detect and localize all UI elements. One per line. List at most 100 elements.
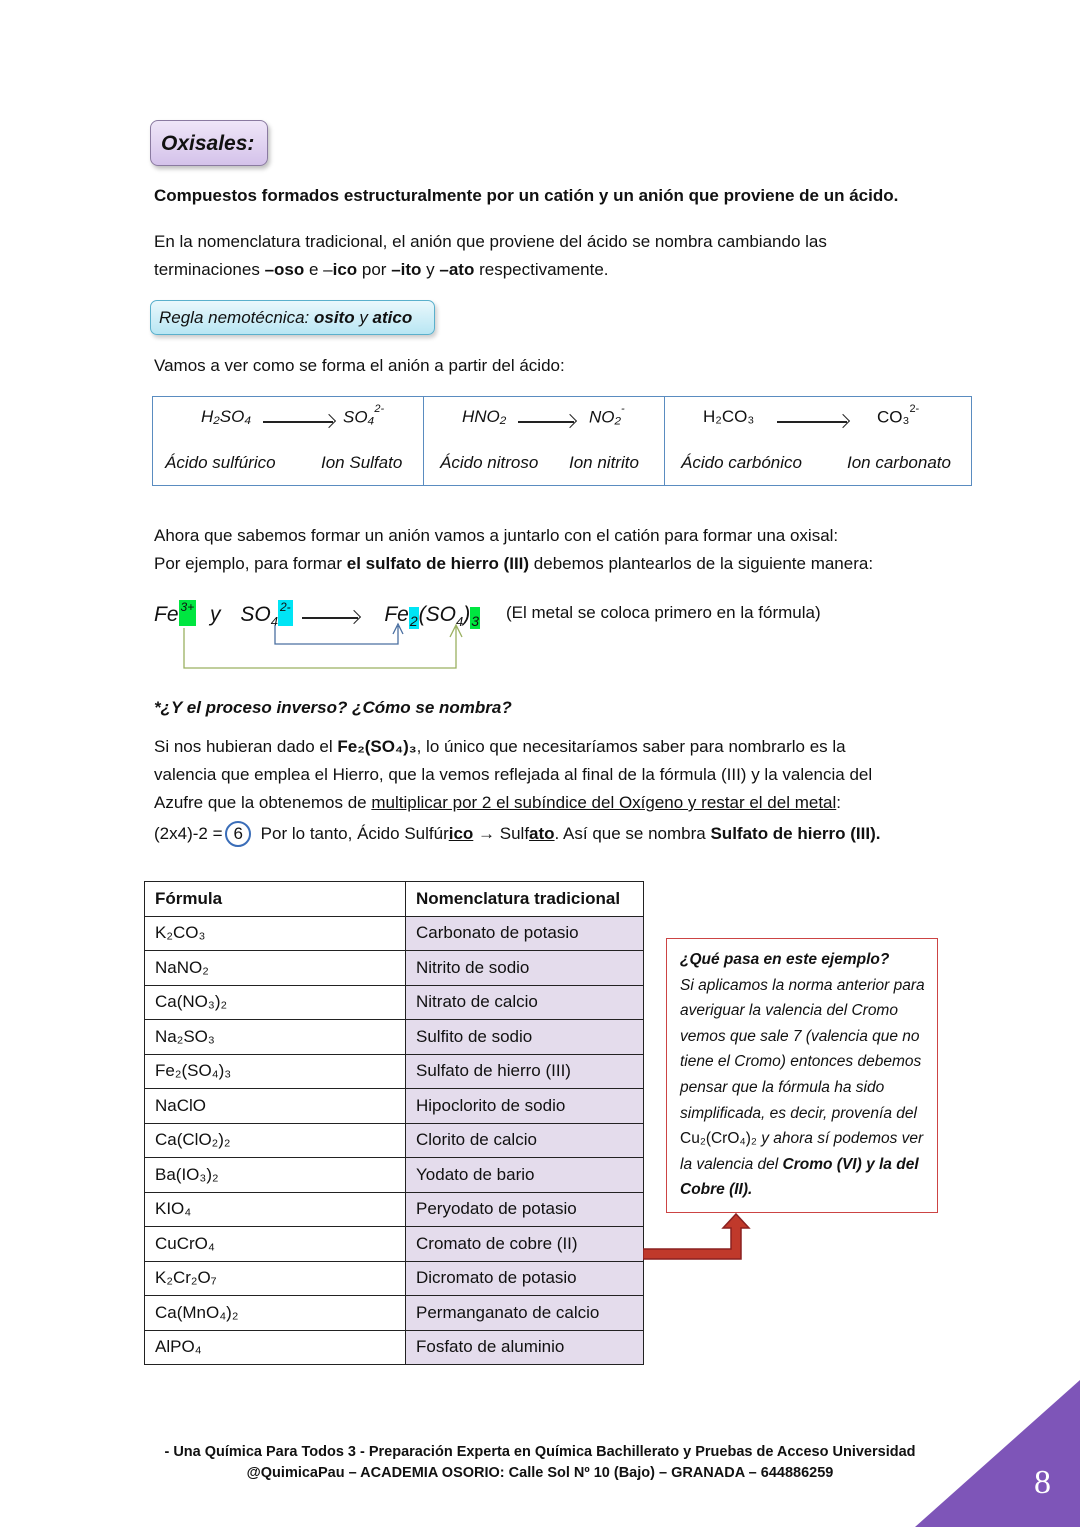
table-row: AlPO₄ Fosfato de aluminio xyxy=(144,1329,644,1365)
nomenclature-table: Fórmula Nomenclatura tradicional K₂CO₃ Ca… xyxy=(144,881,644,1365)
callout-box: ¿Qué pasa en este ejemplo? Si aplicamos l… xyxy=(666,938,938,1213)
text: y ahora sí podemos ver la valencia del xyxy=(680,1130,924,1173)
text: Si nos hubieran dado el xyxy=(154,737,338,756)
text: Cromo (VI) y la del Cobre (II). xyxy=(680,1155,919,1199)
text: –oso xyxy=(264,260,305,279)
formula-cell: Na₂SO₃ xyxy=(144,1019,406,1055)
text: por xyxy=(357,260,392,279)
footer-line-1: - Una Química Para Todos 3 - Preparación… xyxy=(164,1444,916,1460)
text: y xyxy=(210,603,221,626)
charge: 2- xyxy=(374,403,385,415)
text: → Sulf xyxy=(473,824,530,843)
formula-cell: Ca(NO₃)₂ xyxy=(144,984,406,1020)
table-row: NaNO₂ Nitrito de sodio xyxy=(144,950,644,986)
anion-charge: 2- xyxy=(277,600,293,626)
definition: Compuestos formados estructuralmente por… xyxy=(154,186,899,205)
name-cell: Hipoclorito de sodio xyxy=(405,1088,644,1124)
example-cell: H₂CO₃ CO₃2- Ácido carbónico Ion carbonat… xyxy=(665,397,971,485)
charge: 2- xyxy=(909,403,920,415)
combine-line-2: Por ejemplo, para formar el sulfato de h… xyxy=(154,554,873,574)
text: ico xyxy=(448,824,474,843)
name-cell: Sulfato de hierro (III) xyxy=(405,1053,644,1089)
table-row: Fe₂(SO₄)₃ Sulfato de hierro (III) xyxy=(144,1053,644,1089)
green-connector-arrow xyxy=(183,623,463,669)
anion-formula: CO₃2- xyxy=(877,403,919,428)
table-row: Ca(MnO₄)₂ Permanganato de calcio xyxy=(144,1295,644,1331)
text: SO₄ xyxy=(343,407,375,427)
formula-cell: CuCrO₄ xyxy=(144,1226,406,1262)
name-cell: Carbonato de potasio xyxy=(405,915,644,951)
table-row: Ba(IO₃)₂ Yodato de bario xyxy=(144,1157,644,1193)
cation-charge: 3+ xyxy=(178,600,197,626)
subscript: 4 xyxy=(455,614,464,630)
name-cell: Cromato de cobre (II) xyxy=(405,1226,644,1262)
inverse-question: *¿Y el proceso inverso? ¿Cómo se nombra? xyxy=(154,698,512,717)
text: Fe₂(SO₄)₃ xyxy=(337,737,417,756)
text: . Así que se nombra xyxy=(554,824,711,843)
text: , lo único que necesitaríamos saber para… xyxy=(416,737,846,756)
arrow-icon xyxy=(518,421,574,423)
name-cell: Nitrito de sodio xyxy=(405,950,644,986)
formula-example: Fe 3+ y SO42- Fe2(SO4)3 xyxy=(154,600,481,630)
text: –ito xyxy=(391,260,422,279)
intro-line-1: En la nomenclatura tradicional, el anión… xyxy=(154,232,827,251)
table-row: K₂CO₃ Carbonato de potasio xyxy=(144,915,644,951)
acid-formula: H₂SO₄ xyxy=(201,407,252,426)
column-header: Fórmula xyxy=(144,881,406,917)
formula-cell: K₂Cr₂O₇ xyxy=(144,1260,406,1296)
formula-cell: NaClO xyxy=(144,1088,406,1124)
table-row: Ca(ClO₂)₂ Clorito de calcio xyxy=(144,1122,644,1158)
combine-line-1: Ahora que sabemos formar un anión vamos … xyxy=(154,526,839,545)
arrow-icon xyxy=(302,617,358,619)
inverse-line-3: Azufre que la obtenemos de multiplicar p… xyxy=(154,793,841,813)
footer-line-2: @QuimicaPau – ACADEMIA OSORIO: Calle Sol… xyxy=(246,1465,834,1481)
section-title: Oxisales: xyxy=(150,120,268,166)
name-cell: Sulfito de sodio xyxy=(405,1019,644,1055)
text: debemos plantearlos de la siguiente mane… xyxy=(529,554,874,573)
text: Sulfato de hierro (III). xyxy=(710,824,881,843)
table-header-row: Fórmula Nomenclatura tradicional xyxy=(144,881,644,917)
text: –ato xyxy=(439,260,475,279)
inverse-line-2: valencia que emplea el Hierro, que la ve… xyxy=(154,765,873,784)
name-cell: Peryodato de potasio xyxy=(405,1191,644,1227)
text: respectivamente. xyxy=(474,260,609,279)
example-cell: HNO₂ NO₂- Ácido nitroso Ion nitrito xyxy=(424,397,665,485)
inverse-line-1: Si nos hubieran dado el Fe₂(SO₄)₃, lo ún… xyxy=(154,737,846,757)
callout-title: ¿Qué pasa en este ejemplo? xyxy=(680,951,890,968)
subscript: 2 xyxy=(408,607,419,630)
cyan-connector-arrow xyxy=(274,622,404,645)
text: (2x4)-2 = xyxy=(154,824,228,843)
formula-cell: AlPO₄ xyxy=(144,1329,406,1365)
text: el sulfato de hierro (III) xyxy=(346,554,530,573)
table-row: Ca(NO₃)₂ Nitrato de calcio xyxy=(144,984,644,1020)
formula-cell: KIO₄ xyxy=(144,1191,406,1227)
red-arrow-icon xyxy=(643,1212,751,1260)
name-cell: Yodato de bario xyxy=(405,1157,644,1193)
text: ico xyxy=(332,260,358,279)
formula-cell: Ca(MnO₄)₂ xyxy=(144,1295,406,1331)
text: : xyxy=(836,793,842,812)
text: y xyxy=(421,260,440,279)
text: atico xyxy=(372,308,413,327)
arrow-icon xyxy=(263,421,333,423)
subscript: 4 xyxy=(270,614,278,630)
anion-name: Ion Sulfato xyxy=(321,453,403,472)
text: Regla nemotécnica: xyxy=(159,308,314,327)
text: NO₂ xyxy=(589,407,621,427)
formation-intro: Vamos a ver como se forma el anión a par… xyxy=(154,356,565,375)
formula-cell: K₂CO₃ xyxy=(144,915,406,951)
text: (SO xyxy=(418,603,456,626)
name-cell: Dicromato de potasio xyxy=(405,1260,644,1296)
product: Fe xyxy=(384,603,409,626)
mnemonic-rule-box: Regla nemotécnica: osito y atico xyxy=(150,300,435,335)
text: osito xyxy=(313,308,355,327)
text: CO₃ xyxy=(877,407,910,427)
anion-name: Ion nitrito xyxy=(569,453,639,472)
name-cell: Nitrato de calcio xyxy=(405,984,644,1020)
formula-cell: Fe₂(SO₄)₃ xyxy=(144,1053,406,1089)
acid-formula: HNO₂ xyxy=(462,407,507,426)
table-row: NaClO Hipoclorito de sodio xyxy=(144,1088,644,1124)
cation: Fe xyxy=(154,603,179,626)
formula-note: (El metal se coloca primero en la fórmul… xyxy=(506,603,821,622)
